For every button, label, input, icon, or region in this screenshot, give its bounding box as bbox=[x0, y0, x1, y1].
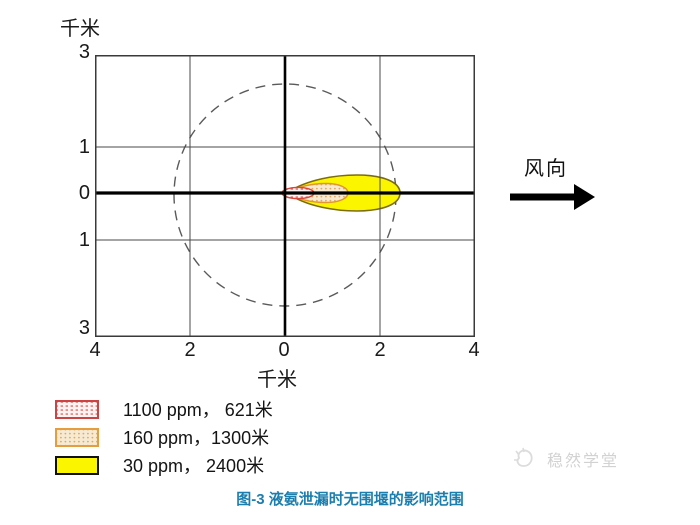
watermark-logo-icon bbox=[514, 447, 533, 467]
x-axis-unit-label: 千米 bbox=[257, 369, 297, 391]
y-tick-1-bottom: 1 bbox=[78, 229, 90, 251]
legend-item-160ppm: 160 ppm，1300米 bbox=[55, 427, 270, 448]
pattern-defs bbox=[0, 0, 1, 1]
x-tick-2-right: 2 bbox=[374, 339, 386, 361]
legend-label-1100ppm: 1100 ppm， 621米 bbox=[123, 400, 273, 420]
x-tick-4-left: 4 bbox=[89, 339, 101, 361]
plot-area bbox=[95, 55, 475, 337]
legend-item-1100ppm: 1100 ppm， 621米 bbox=[55, 399, 273, 420]
legend-swatch-yellow-icon bbox=[55, 455, 99, 475]
x-tick-2-left: 2 bbox=[184, 339, 196, 361]
y-tick-3-bottom: 3 bbox=[78, 317, 90, 339]
figure-caption: 图-3 液氨泄漏时无围堰的影响范围 bbox=[236, 491, 464, 508]
wind-direction-arrow-icon bbox=[510, 184, 595, 210]
wind-direction-label: 风向 bbox=[524, 158, 568, 180]
y-axis-unit-label: 千米 bbox=[60, 18, 100, 40]
plot-border bbox=[95, 55, 475, 337]
y-tick-1-top: 1 bbox=[78, 136, 90, 158]
x-tick-0: 0 bbox=[278, 339, 290, 361]
y-tick-0: 0 bbox=[78, 182, 90, 204]
y-tick-3-top: 3 bbox=[78, 41, 90, 63]
legend-label-160ppm: 160 ppm，1300米 bbox=[123, 428, 270, 448]
legend-label-30ppm: 30 ppm， 2400米 bbox=[123, 456, 265, 476]
legend-swatch-red-dots-icon bbox=[55, 399, 99, 419]
legend-item-30ppm: 30 ppm， 2400米 bbox=[55, 455, 265, 476]
watermark-text: 稳然学堂 bbox=[547, 453, 620, 470]
x-tick-4-right: 4 bbox=[468, 339, 480, 361]
watermark: 稳然学堂 bbox=[510, 445, 619, 473]
legend-swatch-orange-dots-icon bbox=[55, 427, 99, 447]
